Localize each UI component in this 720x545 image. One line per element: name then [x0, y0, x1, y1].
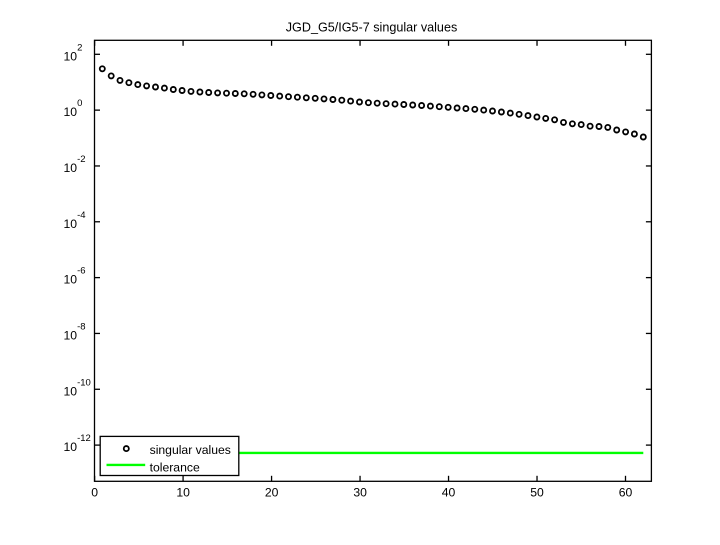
svg-text:0: 0 — [91, 486, 98, 500]
svg-text:30: 30 — [353, 486, 367, 500]
svg-text:tolerance: tolerance — [150, 461, 200, 475]
svg-text:singular values: singular values — [150, 443, 231, 457]
svg-text:50: 50 — [530, 486, 544, 500]
svg-text:40: 40 — [442, 486, 456, 500]
svg-text:20: 20 — [265, 486, 279, 500]
svg-text:10: 10 — [176, 486, 190, 500]
svg-text:JGD_G5/IG5-7 singular values: JGD_G5/IG5-7 singular values — [286, 21, 458, 35]
svg-text:60: 60 — [619, 486, 633, 500]
